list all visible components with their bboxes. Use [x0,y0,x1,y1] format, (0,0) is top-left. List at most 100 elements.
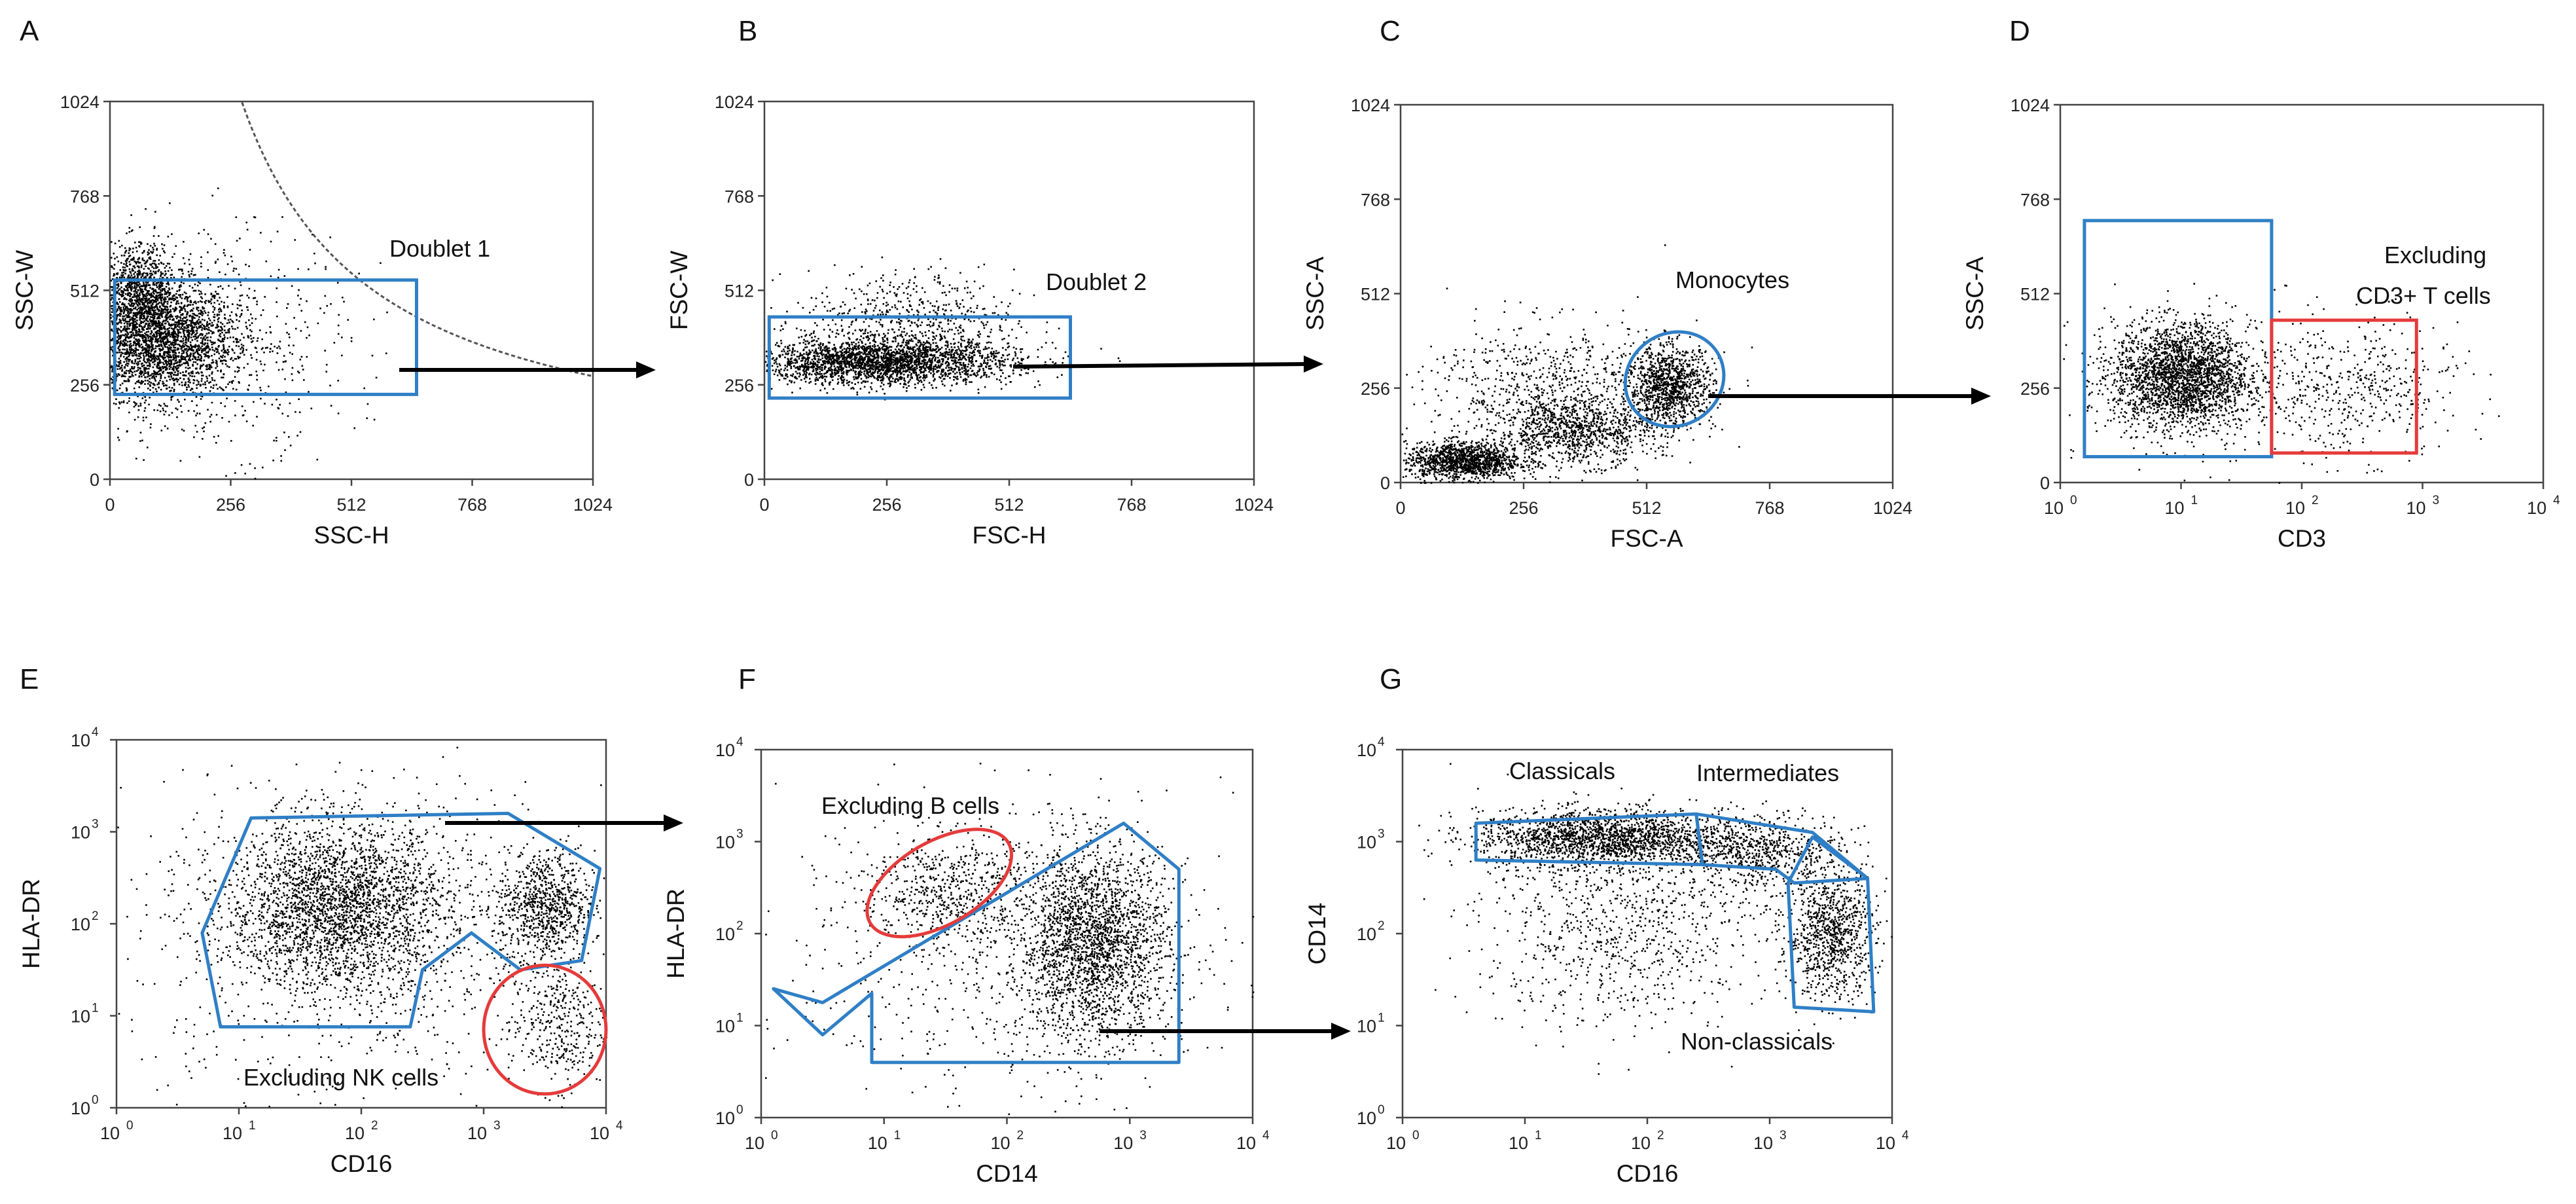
point-a-c2 [149,300,151,302]
point-a-c0 [183,358,185,360]
point-a-c0 [143,401,146,404]
point-a-c0 [115,318,118,320]
point-b-c0 [821,383,823,386]
point-a-c2 [211,194,213,197]
point-a-c1 [171,274,173,276]
point-a-c1 [147,299,149,301]
point-a-c0 [118,338,120,340]
point-b-c0 [823,353,825,356]
point-a-c0 [141,321,143,323]
point-a-c0 [216,326,218,329]
point-b-c0 [867,345,870,348]
point-a-c0 [196,404,198,407]
point-b-c0 [859,359,861,361]
point-a-c1 [149,310,151,312]
point-a-c0 [193,326,195,328]
point-a-c1 [126,262,128,264]
point-b-c0 [883,355,885,357]
point-a-c0 [177,339,179,342]
point-b-c0 [828,358,830,361]
point-b-c0 [914,369,917,371]
point-a-c0 [147,346,149,349]
point-a-c2 [207,324,209,327]
point-a-c1 [132,270,134,272]
point-a-c0 [143,297,145,300]
point-b-c0 [1004,358,1006,361]
point-a-c0 [144,332,146,335]
point-b-c0 [868,338,870,340]
point-a-c0 [179,289,181,291]
point-b-c0 [805,359,807,361]
point-b-c0 [846,343,848,345]
point-a-c0 [145,338,147,340]
y-tick-label-a: 0 [90,470,99,490]
point-a-c1 [141,298,143,300]
point-a-c2 [380,262,382,265]
point-a-c0 [171,341,173,344]
point-a-c1 [137,284,139,286]
point-a-c0 [179,286,181,288]
point-b-c0 [876,351,878,354]
point-a-c2 [285,360,287,362]
point-a-c0 [170,304,172,307]
point-a-c2 [308,391,310,393]
point-a-c0 [260,363,262,365]
point-b-c0 [933,355,935,357]
point-a-c2 [286,307,288,309]
point-a-c0 [208,356,210,357]
point-a-c2 [235,313,237,316]
point-a-c0 [170,396,172,399]
point-b-c0 [819,342,822,344]
point-a-c0 [192,371,194,373]
point-a-c0 [217,258,219,261]
point-a-c2 [277,276,279,279]
point-a-c0 [156,409,159,411]
point-a-c2 [234,400,236,402]
point-a-c0 [220,321,222,324]
point-a-c0 [236,371,239,373]
point-b-c0 [880,356,882,357]
point-a-c2 [190,273,192,275]
point-a-c0 [190,337,192,338]
point-a-c2 [294,239,296,241]
point-a-c0 [177,343,179,346]
point-a-c1 [147,292,150,295]
point-a-c2 [262,309,264,311]
point-b-c0 [960,344,962,346]
point-a-c0 [118,329,120,331]
point-b-c0 [899,335,901,337]
point-a-c2 [257,337,259,339]
point-b-c0 [971,381,973,383]
point-a-c1 [143,272,145,274]
point-b-c0 [814,373,816,375]
point-a-c0 [164,384,167,386]
point-a-c2 [231,320,234,322]
point-b-c0 [845,350,848,352]
point-b-c0 [916,363,918,366]
point-a-c2 [291,285,293,287]
point-a-c0 [119,315,121,317]
point-a-c1 [127,312,129,314]
point-a-c1 [131,322,133,324]
point-a-c0 [164,322,166,325]
point-a-c2 [154,356,156,359]
point-a-c1 [130,303,133,305]
point-a-c0 [206,321,208,323]
point-a-c1 [145,276,147,279]
point-a-c0 [202,327,204,329]
point-a-c0 [206,368,208,371]
point-b-c0 [796,378,798,380]
point-a-c2 [266,346,268,349]
point-a-c0 [145,318,148,319]
point-a-c2 [324,295,327,297]
point-a-c2 [239,237,241,240]
point-a-c0 [118,336,121,338]
point-a-c0 [188,324,190,326]
point-b-c0 [842,357,844,359]
point-a-c2 [226,365,228,367]
point-a-c0 [181,358,183,361]
point-a-c0 [234,287,236,289]
point-a-c2 [167,347,170,349]
point-a-c0 [151,325,152,327]
point-a-c0 [136,309,138,311]
